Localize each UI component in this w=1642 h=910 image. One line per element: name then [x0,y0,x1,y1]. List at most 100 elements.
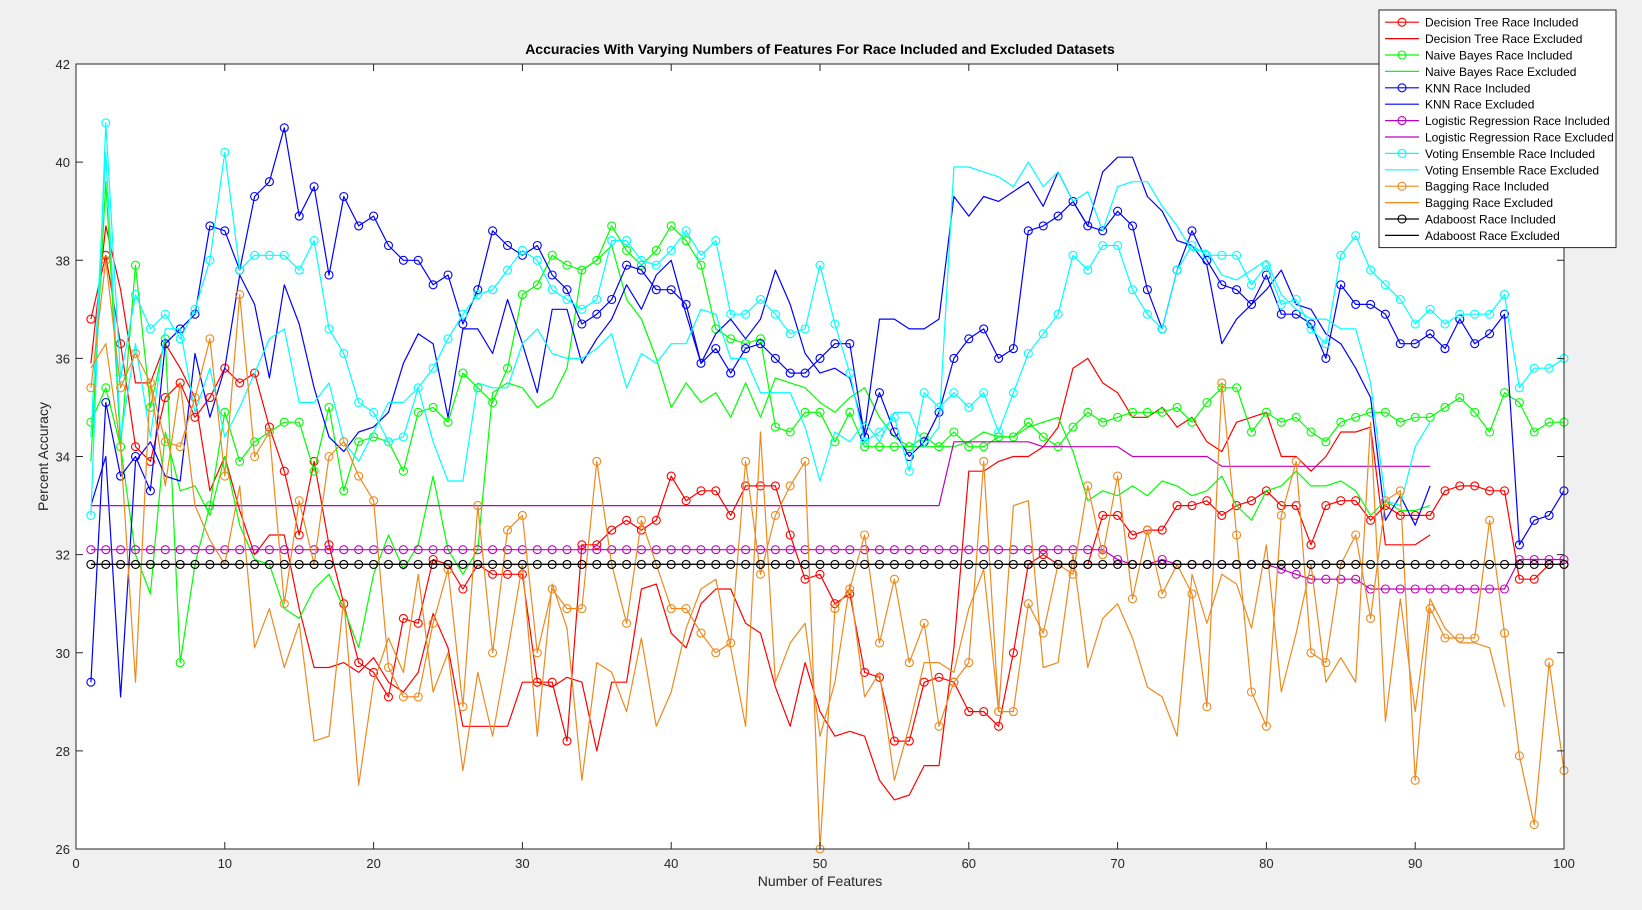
data-point [592,545,602,555]
data-point [547,285,557,295]
data-point [994,545,1004,555]
legend-label: Adaboost Race Included [1425,213,1556,227]
data-point [1366,265,1376,275]
data-point [413,383,423,393]
data-point [1366,613,1376,623]
data-point [1485,427,1495,437]
data-point [369,407,379,417]
data-point [264,545,274,555]
data-point [622,236,632,246]
data-point [815,407,825,417]
data-point [726,368,736,378]
legend-box [1378,9,1617,249]
data-point [324,451,334,462]
data-point [562,260,572,270]
series-bagging-race-included [86,255,1569,854]
data-point [1366,299,1376,309]
data-point [473,285,483,295]
data-point [1440,402,1450,412]
data-point [1157,324,1167,334]
data-point [651,285,661,295]
data-point [1321,437,1331,447]
data-point [1246,687,1257,697]
data-point [1410,584,1420,594]
data-point [1232,383,1242,393]
data-point [979,388,989,398]
data-point [651,245,661,255]
series-line [90,259,1565,850]
data-point [770,545,780,555]
legend-item: Naive Bayes Race Excluded [1385,65,1576,79]
data-point [577,304,587,314]
series-logistic-regression-race-excluded [90,441,1431,507]
data-point [339,437,349,447]
data-point [1351,412,1361,422]
data-point [1142,309,1152,319]
legend-label: Voting Ensemble Race Included [1425,147,1595,161]
data-point [1142,525,1152,535]
series-line [90,225,1431,801]
data-point [398,255,408,265]
data-point [532,280,542,290]
data-point [1440,344,1450,354]
data-point [979,707,989,717]
data-point [413,692,423,702]
legend-item: Decision Tree Race Included [1385,16,1578,30]
data-point [502,265,513,275]
data-point [1246,299,1257,309]
data-point [755,481,766,491]
data-point [1455,633,1465,643]
data-point [428,618,438,628]
data-point [1366,515,1376,525]
data-point [1246,280,1257,290]
data-point [830,339,840,349]
data-point [726,309,736,319]
data-point [1023,348,1033,359]
data-point [1261,486,1271,496]
data-point [1113,510,1123,520]
data-point [220,545,230,555]
data-point [651,260,661,270]
data-point [964,658,974,668]
legend-label: Voting Ensemble Race Excluded [1425,163,1599,177]
data-point [220,147,230,157]
data-point [354,437,364,447]
legend-label: Decision Tree Race Excluded [1425,32,1582,46]
data-point [1276,309,1286,319]
data-point [919,545,929,555]
data-point [592,294,602,305]
y-tick-label: 32 [56,548,70,563]
data-point [1351,574,1361,584]
data-point [101,118,111,128]
data-point [547,677,557,687]
data-point [458,584,468,594]
data-point [294,265,304,275]
data-point [1410,775,1420,785]
legend-marker [1397,50,1407,60]
data-point [1514,540,1524,550]
data-point [651,515,661,525]
series-line [90,441,1431,507]
data-point [1529,819,1539,830]
data-point [1068,422,1078,432]
data-point [1529,515,1539,525]
data-point [145,545,155,555]
data-point [1276,299,1286,309]
data-point [428,363,438,373]
legend-item: KNN Race Included [1385,81,1530,95]
y-tick-label: 42 [56,57,70,72]
data-point [324,540,334,550]
data-point [473,290,483,300]
data-point [666,545,676,555]
data-point [964,442,974,452]
data-point [1514,751,1524,761]
data-point [1232,501,1242,511]
data-point [1172,501,1182,511]
data-point [577,265,587,275]
data-point [860,667,870,677]
data-point [101,545,111,555]
data-point [532,648,542,658]
legend-item: Naive Bayes Race Included [1385,49,1572,63]
data-point [874,545,885,555]
data-point [279,545,289,555]
